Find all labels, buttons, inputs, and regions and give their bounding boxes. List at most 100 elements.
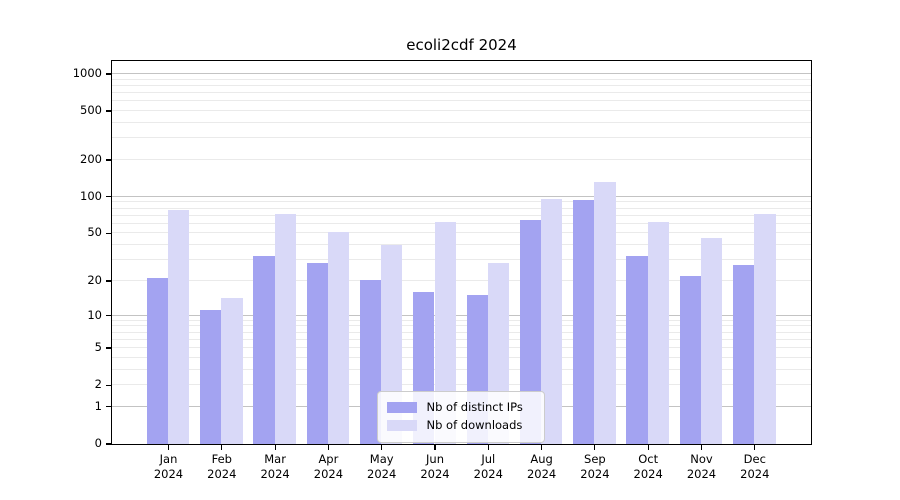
x-tick-label: Oct 2024 [633, 452, 663, 481]
minor-gridline [111, 84, 811, 86]
y-tick-label: 500 [80, 103, 102, 118]
x-tick-mark [754, 444, 756, 450]
bars-layer [112, 61, 811, 444]
x-tick-mark [434, 444, 436, 450]
x-tick-label: Jul 2024 [473, 452, 503, 481]
minor-gridline [111, 92, 811, 94]
x-tick-label: Dec 2024 [740, 452, 770, 481]
minor-gridline [111, 158, 811, 160]
major-gridline [111, 195, 811, 197]
bar-distinct-ips-mar [253, 256, 275, 444]
x-tick-label: Feb 2024 [207, 452, 237, 481]
bar-downloads-apr [327, 231, 350, 444]
bar-downloads-feb [221, 298, 243, 444]
minor-gridline [111, 214, 811, 216]
minor-gridline [111, 279, 811, 281]
minor-gridline [111, 244, 811, 246]
minor-gridline [111, 347, 811, 349]
x-tick-label: Sep 2024 [580, 452, 610, 481]
bar-distinct-ips-sep [573, 199, 595, 444]
minor-gridline [111, 319, 811, 321]
x-tick-mark [327, 444, 329, 450]
y-tick-label: 200 [80, 151, 102, 166]
minor-gridline [111, 110, 811, 112]
y-tick-label: 1 [94, 398, 102, 413]
y-tick-mark [106, 280, 111, 282]
x-tick-mark [647, 444, 649, 450]
bar-downloads-nov [701, 238, 723, 444]
x-tick-label: Mar 2024 [260, 452, 290, 481]
legend-swatch-downloads [386, 419, 417, 431]
x-tick-label: May 2024 [367, 452, 397, 481]
major-gridline [111, 314, 811, 316]
y-tick-label: 1000 [72, 66, 102, 80]
bar-downloads-jan [168, 209, 190, 444]
bar-distinct-ips-oct [626, 256, 648, 444]
y-tick-label: 100 [80, 188, 102, 203]
bar-downloads-mar [274, 214, 296, 444]
y-tick-label: 20 [87, 272, 102, 287]
x-tick-label: Aug 2024 [526, 452, 557, 481]
bar-distinct-ips-may [359, 280, 382, 444]
x-tick-label: Jun 2024 [420, 452, 450, 481]
y-tick-label: 0 [94, 436, 102, 450]
y-tick-mark [106, 347, 111, 349]
minor-gridline [111, 384, 811, 386]
y-tick-label: 5 [94, 340, 102, 355]
minor-gridline [111, 121, 811, 123]
legend-row-downloads: Nb of downloads [386, 417, 535, 434]
y-tick-mark [106, 159, 111, 161]
bar-distinct-ips-dec [733, 265, 755, 444]
x-tick-mark [487, 444, 489, 450]
x-tick-mark [221, 444, 223, 450]
minor-gridline [111, 259, 811, 261]
legend: Nb of distinct IPs Nb of downloads [376, 390, 545, 443]
bar-distinct-ips-jan [146, 277, 168, 444]
bar-distinct-ips-aug [519, 219, 542, 444]
y-tick-mark [106, 443, 111, 445]
legend-swatch-distinct-ips [386, 401, 417, 413]
bar-downloads-sep [594, 182, 616, 444]
bar-downloads-dec [754, 214, 776, 444]
minor-gridline [111, 207, 811, 209]
chart-title: ecoli2cdf 2024 [406, 36, 517, 54]
x-tick-label: Jan 2024 [153, 452, 184, 481]
bar-downloads-oct [647, 222, 669, 444]
legend-row-distinct-ips: Nb of distinct IPs [386, 399, 535, 416]
bar-downloads-jun [434, 222, 456, 444]
minor-gridline [111, 201, 811, 203]
minor-gridline [111, 338, 811, 340]
minor-gridline [111, 137, 811, 139]
minor-gridline [111, 100, 811, 102]
bar-distinct-ips-apr [306, 263, 328, 444]
y-tick-mark [106, 73, 111, 75]
x-tick-label: Apr 2024 [313, 452, 344, 481]
x-tick-mark [167, 444, 170, 450]
legend-label-downloads: Nb of downloads [426, 418, 523, 432]
minor-gridline [111, 222, 811, 224]
y-tick-mark [106, 110, 111, 112]
minor-gridline [111, 331, 811, 333]
x-tick-mark [381, 444, 383, 450]
x-tick-label: Nov 2024 [686, 452, 717, 481]
minor-gridline [111, 368, 811, 370]
y-tick-mark [106, 314, 111, 317]
x-tick-mark [700, 444, 703, 450]
minor-gridline [111, 232, 811, 234]
x-tick-mark [541, 444, 543, 450]
y-tick-mark [106, 406, 111, 408]
minor-gridline [111, 356, 811, 358]
y-tick-label: 2 [94, 377, 102, 392]
bar-distinct-ips-feb [200, 310, 222, 444]
x-tick-mark [274, 444, 276, 450]
minor-gridline [111, 325, 811, 327]
x-tick-mark [594, 444, 596, 450]
y-tick-label: 50 [87, 225, 102, 240]
legend-label-distinct-ips: Nb of distinct IPs [426, 400, 523, 414]
y-tick-mark [106, 384, 111, 386]
minor-gridline [111, 78, 811, 80]
y-tick-mark [106, 232, 111, 235]
plot-area: Nb of distinct IPs Nb of downloads [110, 59, 812, 445]
gridlines-layer [111, 61, 811, 444]
